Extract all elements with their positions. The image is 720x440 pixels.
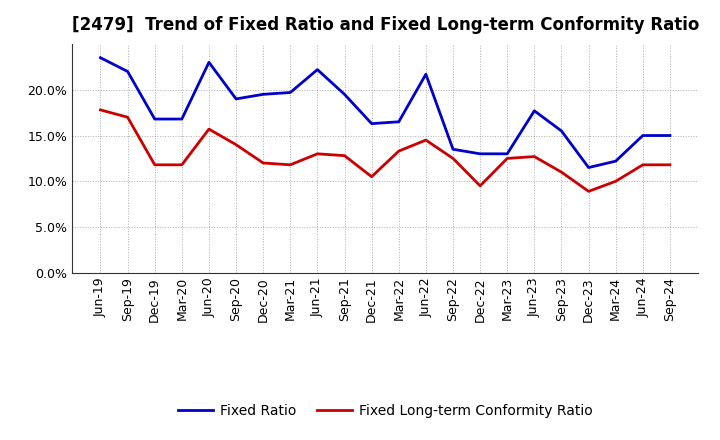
Legend: Fixed Ratio, Fixed Long-term Conformity Ratio: Fixed Ratio, Fixed Long-term Conformity …: [173, 399, 598, 424]
Fixed Long-term Conformity Ratio: [204, 126, 213, 132]
Fixed Ratio: [530, 108, 539, 114]
Fixed Long-term Conformity Ratio: [286, 162, 294, 168]
Fixed Ratio: [639, 133, 647, 138]
Fixed Long-term Conformity Ratio: [232, 142, 240, 147]
Fixed Long-term Conformity Ratio: [123, 114, 132, 120]
Fixed Long-term Conformity Ratio: [313, 151, 322, 157]
Fixed Long-term Conformity Ratio: [503, 156, 511, 161]
Fixed Ratio: [123, 69, 132, 74]
Line: Fixed Ratio: Fixed Ratio: [101, 58, 670, 168]
Fixed Long-term Conformity Ratio: [341, 153, 349, 158]
Fixed Long-term Conformity Ratio: [584, 189, 593, 194]
Fixed Long-term Conformity Ratio: [530, 154, 539, 159]
Fixed Long-term Conformity Ratio: [150, 162, 159, 168]
Fixed Ratio: [96, 55, 105, 60]
Fixed Ratio: [204, 60, 213, 65]
Fixed Ratio: [341, 92, 349, 97]
Fixed Ratio: [286, 90, 294, 95]
Fixed Ratio: [421, 72, 430, 77]
Fixed Ratio: [476, 151, 485, 157]
Fixed Ratio: [367, 121, 376, 126]
Fixed Ratio: [557, 128, 566, 134]
Fixed Ratio: [449, 147, 457, 152]
Fixed Long-term Conformity Ratio: [557, 169, 566, 175]
Fixed Ratio: [584, 165, 593, 170]
Fixed Ratio: [178, 117, 186, 122]
Fixed Long-term Conformity Ratio: [395, 148, 403, 154]
Fixed Ratio: [395, 119, 403, 125]
Fixed Long-term Conformity Ratio: [665, 162, 674, 168]
Fixed Long-term Conformity Ratio: [639, 162, 647, 168]
Fixed Long-term Conformity Ratio: [178, 162, 186, 168]
Fixed Long-term Conformity Ratio: [476, 183, 485, 188]
Fixed Long-term Conformity Ratio: [367, 174, 376, 180]
Line: Fixed Long-term Conformity Ratio: Fixed Long-term Conformity Ratio: [101, 110, 670, 191]
Fixed Ratio: [611, 158, 620, 164]
Fixed Long-term Conformity Ratio: [96, 107, 105, 113]
Fixed Ratio: [259, 92, 268, 97]
Fixed Ratio: [150, 117, 159, 122]
Fixed Long-term Conformity Ratio: [259, 160, 268, 165]
Fixed Ratio: [503, 151, 511, 157]
Title: [2479]  Trend of Fixed Ratio and Fixed Long-term Conformity Ratio: [2479] Trend of Fixed Ratio and Fixed Lo…: [71, 16, 699, 34]
Fixed Long-term Conformity Ratio: [421, 137, 430, 143]
Fixed Ratio: [232, 96, 240, 102]
Fixed Long-term Conformity Ratio: [449, 156, 457, 161]
Fixed Ratio: [313, 67, 322, 72]
Fixed Ratio: [665, 133, 674, 138]
Fixed Long-term Conformity Ratio: [611, 179, 620, 184]
